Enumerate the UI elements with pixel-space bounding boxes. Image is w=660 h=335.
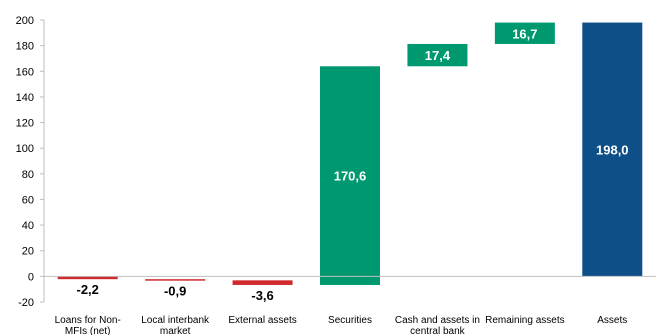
y-tick-label: 120 [16, 118, 34, 130]
data-label-1: -2,2 [77, 282, 99, 297]
x-axis: Loans for Non-MFIs (net) Local interbank m… [44, 275, 656, 335]
y-tick-label: 20 [22, 246, 34, 258]
data-labels: -2,2 -0,9 -3,6 170,6 17,4 16,7 198,0 [77, 26, 629, 303]
x-category-label: Remaining assets [485, 315, 564, 326]
x-category-label: Securities [328, 315, 372, 326]
y-tick-label: 160 [16, 66, 34, 78]
bar-6 [494, 22, 555, 44]
y-tick-label: 100 [16, 143, 34, 155]
data-label-2: -0,9 [164, 283, 186, 298]
bar-3 [232, 280, 293, 285]
y-tick-label: 0 [28, 271, 34, 283]
y-tick-label: 60 [22, 194, 34, 206]
y-tick-label: 40 [22, 220, 34, 232]
bars [57, 22, 643, 285]
x-category-label: Cash and assets in central bank [395, 315, 480, 335]
y-axis: -20 0 20 40 60 80 100 120 140 160 180 200 [16, 15, 45, 309]
data-label-7: 198,0 [596, 142, 629, 157]
data-label-5: 17,4 [425, 48, 451, 63]
x-category-label: Assets [597, 315, 627, 326]
data-label-6: 16,7 [512, 26, 537, 41]
data-label-3: -3,6 [251, 288, 273, 303]
bar-2 [145, 279, 206, 281]
y-tick-label: -20 [18, 297, 34, 309]
x-category-label: Loans for Non-MFIs (net) [55, 315, 121, 335]
bar-7 [582, 22, 643, 277]
y-tick-label: 80 [22, 169, 34, 181]
x-category-label: External assets [228, 315, 296, 326]
y-tick-label: 140 [16, 92, 34, 104]
data-label-4: 170,6 [334, 169, 367, 184]
bar-4 [320, 66, 380, 285]
y-tick-label: 200 [16, 15, 34, 27]
y-tick-label: 180 [16, 41, 34, 53]
bar-1 [57, 276, 118, 280]
x-category-label: Local interbank market [141, 315, 210, 335]
bar-5 [407, 43, 468, 67]
